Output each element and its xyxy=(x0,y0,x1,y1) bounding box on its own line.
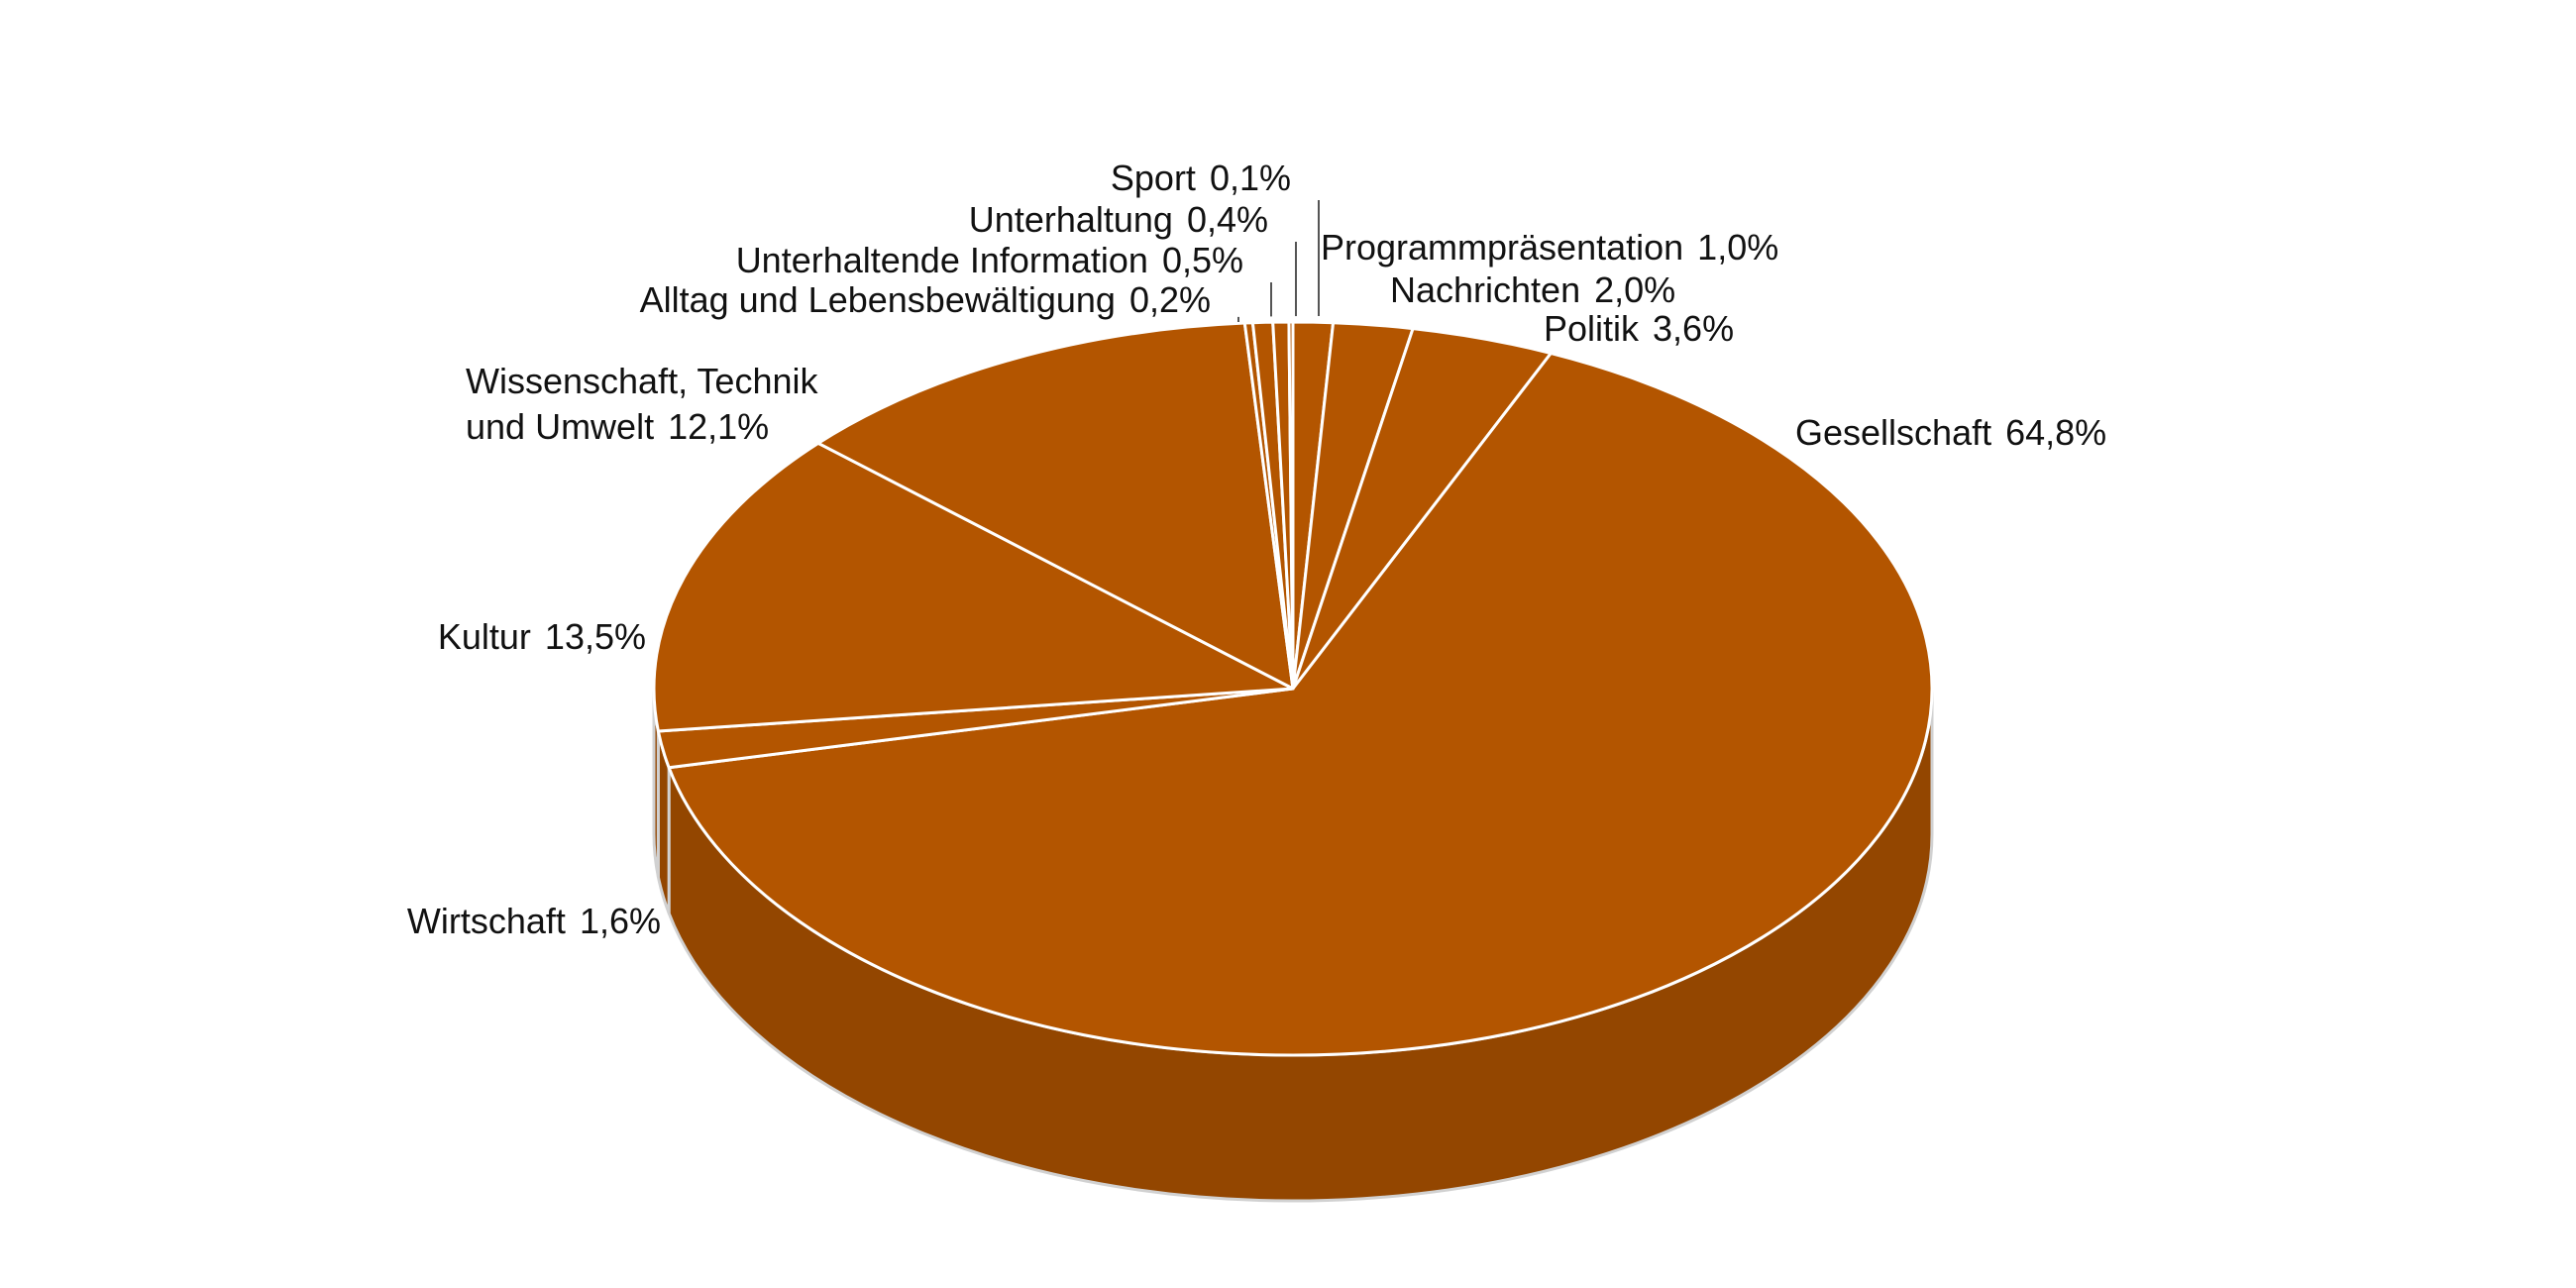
slice xyxy=(667,351,1934,1057)
slice xyxy=(816,321,1295,691)
category-label: Unterhaltende Information xyxy=(735,240,1148,280)
value-label: 1,0% xyxy=(1697,227,1779,268)
slice-label: Sport 0,1% xyxy=(1111,156,1291,201)
category-label: Sport xyxy=(1110,158,1196,198)
slice-label: Kultur 13,5% xyxy=(438,614,646,660)
value-label: 2,0% xyxy=(1594,269,1676,310)
slice xyxy=(1287,320,1295,691)
slice-label: Gesellschaft 64,8% xyxy=(1795,410,2106,456)
slice-label: Nachrichten 2,0% xyxy=(1390,268,1675,313)
slice-label: Alltag und Lebensbewältigung 0,2% xyxy=(640,277,1211,323)
category-label: Programmpräsentation xyxy=(1321,227,1684,268)
category-label: Alltag und Lebensbewältigung xyxy=(639,279,1116,320)
value-label: 0,5% xyxy=(1161,240,1243,280)
value-label: 0,4% xyxy=(1186,199,1268,240)
value-label: 12,1% xyxy=(668,406,770,447)
slice-label: Programmpräsentation 1,0% xyxy=(1321,225,1778,270)
value-label: 0,2% xyxy=(1128,279,1211,320)
slice-label: Wirtschaft 1,6% xyxy=(407,899,661,944)
value-label: 3,6% xyxy=(1653,308,1735,349)
slice-label: Wissenschaft, Technik und Umwelt 12,1% xyxy=(466,359,842,450)
category-label: Wirtschaft xyxy=(406,901,566,941)
value-label: 13,5% xyxy=(544,616,646,657)
category-label: Gesellschaft xyxy=(1795,412,1992,453)
value-label: 64,8% xyxy=(2005,412,2107,453)
category-label: Politik xyxy=(1544,308,1640,349)
category-label: Kultur xyxy=(437,616,531,657)
value-label: 1,6% xyxy=(579,901,661,941)
slice-label: Politik 3,6% xyxy=(1544,306,1734,352)
value-label: 0,1% xyxy=(1209,158,1291,198)
slice-label: Unterhaltende Information 0,5% xyxy=(736,238,1243,283)
category-label: Wissenschaft, Technik und Umwelt xyxy=(466,361,818,447)
slice-label: Unterhaltung 0,4% xyxy=(969,197,1268,243)
category-label: Unterhaltung xyxy=(968,199,1173,240)
category-label: Nachrichten xyxy=(1390,269,1581,310)
slice xyxy=(652,441,1295,733)
